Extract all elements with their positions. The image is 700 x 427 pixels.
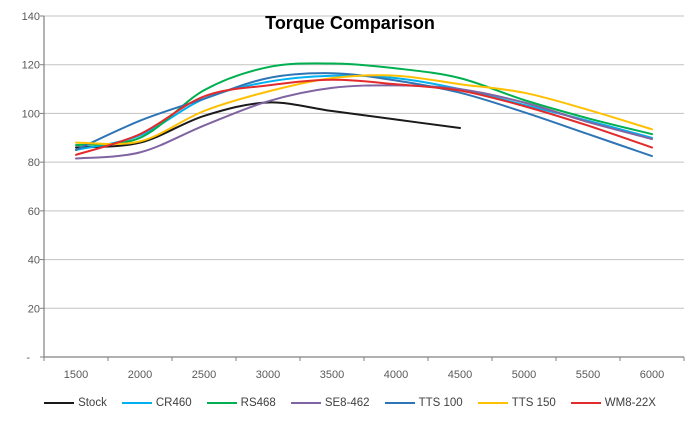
series-line-stock bbox=[75, 101, 461, 149]
legend-label: TTS 100 bbox=[418, 397, 463, 409]
legend-item-se8-462: SE8-462 bbox=[290, 397, 370, 409]
legend-label: WM8-22X bbox=[604, 397, 656, 409]
y-tick-label: 40 bbox=[28, 255, 40, 267]
legend-swatch-line bbox=[570, 402, 601, 404]
legend-swatch-line bbox=[384, 402, 415, 404]
x-tick-label: 1500 bbox=[64, 369, 88, 381]
series-line-se8-462 bbox=[75, 84, 653, 160]
legend-item-wm8-22x: WM8-22X bbox=[570, 397, 656, 409]
y-tick-label: 140 bbox=[22, 11, 40, 23]
legend-label: Stock bbox=[78, 397, 107, 409]
legend-label: CR460 bbox=[155, 397, 192, 409]
chart-title: Torque Comparison bbox=[265, 13, 435, 33]
series-line-wm8-22x bbox=[75, 78, 653, 156]
x-tick-label: 2500 bbox=[192, 369, 216, 381]
legend-swatch-line bbox=[206, 402, 237, 404]
legend-label: SE8-462 bbox=[324, 397, 370, 409]
y-tick-label: 100 bbox=[22, 108, 40, 120]
legend-swatch-line bbox=[290, 402, 321, 404]
legend-item-tts-100: TTS 100 bbox=[384, 397, 463, 409]
legend-label: TTS 150 bbox=[511, 397, 556, 409]
legend-item-stock: Stock bbox=[44, 397, 107, 409]
y-tick-label: - bbox=[26, 352, 30, 364]
legend-item-cr460: CR460 bbox=[121, 397, 192, 409]
legend-item-tts-150: TTS 150 bbox=[477, 397, 556, 409]
x-tick-label: 5000 bbox=[512, 369, 536, 381]
y-tick-label: 60 bbox=[28, 206, 40, 218]
legend: Stock CR460 RS468 SE8-462 TTS 100 TTS 150 WM8-… bbox=[0, 397, 700, 409]
legend-swatch-line bbox=[477, 402, 508, 404]
legend-item-rs468: RS468 bbox=[206, 397, 276, 409]
legend-swatch-line bbox=[44, 402, 75, 404]
legend-label: RS468 bbox=[240, 397, 276, 409]
y-tick-label: 80 bbox=[28, 157, 40, 169]
x-tick-label: 6000 bbox=[640, 369, 664, 381]
x-tick-label: 3000 bbox=[256, 369, 280, 381]
y-tick-label: 20 bbox=[28, 303, 40, 315]
x-tick-label: 5500 bbox=[576, 369, 600, 381]
y-tick-label: 120 bbox=[22, 60, 40, 72]
x-tick-label: 3500 bbox=[320, 369, 344, 381]
legend-swatch-line bbox=[121, 402, 152, 404]
series-line-tts-150 bbox=[75, 74, 653, 146]
x-tick-label: 4000 bbox=[384, 369, 408, 381]
x-tick-label: 2000 bbox=[128, 369, 152, 381]
x-tick-label: 4500 bbox=[448, 369, 472, 381]
